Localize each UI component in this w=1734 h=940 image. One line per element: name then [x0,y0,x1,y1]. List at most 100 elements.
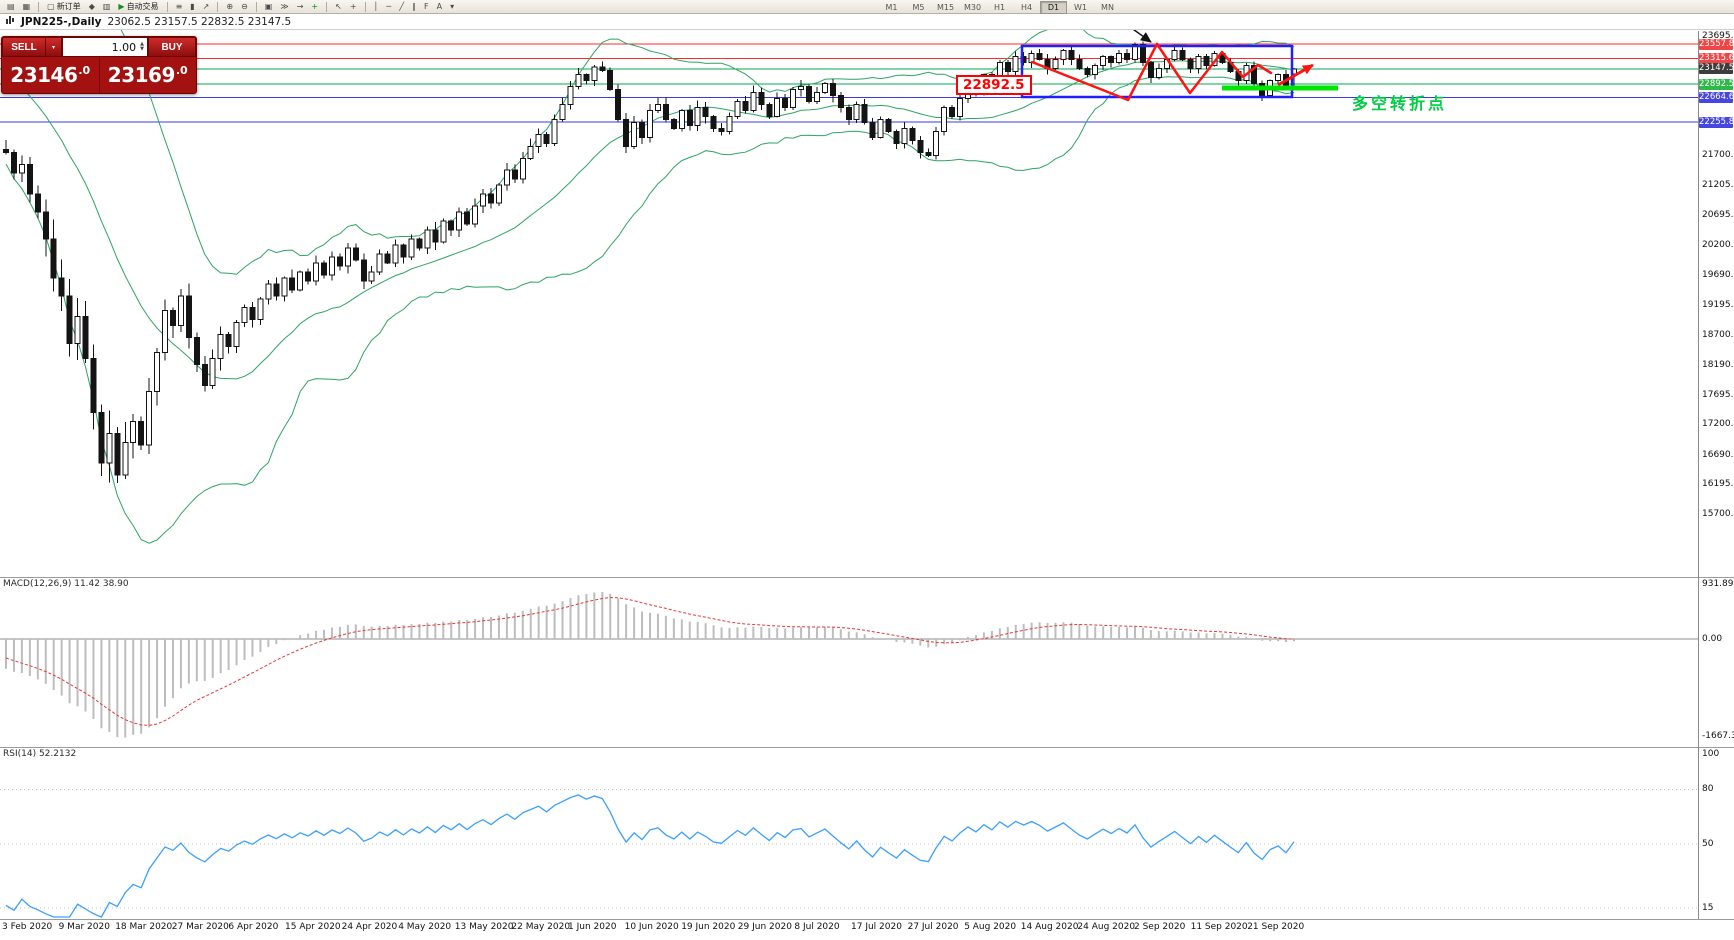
zoom-out-button[interactable]: ⊖ [237,0,252,14]
price-tick: 21205.0 [1702,179,1734,190]
toolbar-separator [255,1,257,12]
macd-signal-line [5,596,1295,726]
chart-profiles-button[interactable]: ▦ [19,0,35,14]
chart-shift-button[interactable]: → [293,0,308,14]
volume-down-icon[interactable]: ▼ [140,46,144,52]
chart-title-symbol: JPN225-,Daily [21,15,102,28]
toolbar-group: │ ─ ╱ ∥ F A ▾ [370,1,459,13]
vertical-line-button[interactable]: │ [370,0,383,14]
buy-price[interactable]: 23169 .0 [100,57,197,93]
timeframe-w1[interactable]: W1 [1074,3,1087,12]
rsi-tick: 80 [1702,784,1714,795]
horizontal-price-lines [0,43,1698,123]
date-label: 24 Apr 2020 [341,922,398,932]
date-label: 3 Feb 2020 [2,922,53,932]
autotrading-icon: ▶ [118,1,125,11]
trendline-button[interactable]: ╱ [395,0,408,14]
date-label: 4 May 2020 [398,922,452,932]
date-label: 8 Jul 2020 [794,922,840,932]
rsi-indicator-label: RSI(14) 52.2132 [3,749,77,759]
timeframe-m1[interactable]: M1 [885,3,898,12]
horizontal-line-icon: ─ [386,1,392,11]
price-tag: 22664.6 [1699,92,1734,104]
date-label: 14 Aug 2020 [1020,922,1079,932]
red-arrow-annotation [1277,63,1314,87]
new-order-label: 新订单 [56,2,81,11]
indicators-icon: + [311,1,319,11]
buy-button[interactable]: BUY [148,37,196,57]
tile-windows-button[interactable]: ▣ [261,0,277,14]
timeframe-m15[interactable]: M15 [936,3,955,12]
chart-shift-icon: → [296,1,304,11]
dropdown-icon: ▾ [52,44,56,51]
line-chart-button[interactable]: ↗ [199,0,214,14]
toolbar-group: ▢ 新订单 ◆ ▥ ▶ 自动交易 [43,1,162,13]
price-callout-label[interactable]: 22892.5 [956,75,1032,95]
text-icon: A [436,1,443,11]
sell-price[interactable]: 23146 .0 [2,57,100,93]
date-label: 10 Jun 2020 [624,922,679,932]
horizontal-line-button[interactable]: ─ [382,0,395,14]
volume-field[interactable]: 1.00 ▲ ▼ [62,37,148,57]
date-label: 18 Mar 2020 [115,922,173,932]
new-chart-button[interactable]: ▤ [3,0,19,14]
equidistant-channel-button[interactable]: ∥ [408,0,420,14]
new-order-button[interactable]: ▢ 新订单 [43,0,85,14]
timeframe-h4[interactable]: H4 [1020,3,1033,12]
price-tag: 23315.6 [1699,53,1734,65]
toolbar-separator [364,1,366,12]
chart-titlebar: JPN225-,Daily 23062.5 23157.5 22832.5 23… [0,14,1734,30]
volume-up-icon[interactable]: ▲ [140,41,144,47]
one-click-trading-panel: SELL ▾ 1.00 ▲ ▼ BUY 23146 .0 23169 .0 [1,36,197,94]
timeframe-m5[interactable]: M5 [912,3,925,12]
cursor-icon: ↖ [335,1,342,11]
price-tick: 19195.0 [1702,300,1734,311]
sell-price-main: 23146 [10,63,78,87]
tile-windows-icon: ▣ [264,1,273,11]
rsi-tick: 100 [1702,749,1720,759]
fibonacci-icon: F [424,1,429,11]
data-window-button[interactable]: ▥ [99,0,115,14]
arrows-button[interactable]: ▾ [446,0,458,14]
autotrading-button[interactable]: ▶ 自动交易 [114,0,162,14]
timeframe-h1[interactable]: H1 [993,3,1006,12]
price-tag: 22255.8 [1699,116,1734,128]
toolbar-separator [326,1,328,12]
candlestick-chart-button[interactable]: ▮ [186,0,198,14]
timeframe-mn[interactable]: MN [1101,3,1114,12]
trade-options-dropdown[interactable]: ▾ [46,37,63,57]
indicators-button[interactable]: + [307,0,322,14]
macd-tick: -1667.31 [1702,731,1734,741]
toolbar-separator [38,1,40,12]
data-window-icon: ▥ [102,1,111,11]
auto-scroll-button[interactable]: ≫ [276,0,292,14]
price-tag: 23557.8 [1699,38,1734,50]
toolbar-group: ▤ ▦ [3,1,34,13]
volume-spinner[interactable]: ▲ ▼ [140,42,144,52]
date-label: 27 Jul 2020 [907,922,959,932]
sell-button[interactable]: SELL [2,37,46,57]
date-label: 15 Apr 2020 [285,922,341,932]
crosshair-button[interactable]: + [346,0,361,14]
date-label: 27 Mar 2020 [171,922,229,932]
bar-chart-icon: ≡ [175,1,183,11]
date-label: 17 Jul 2020 [851,922,902,932]
new-order-icon: ▢ [47,1,55,11]
text-button[interactable]: A [433,0,446,14]
date-label: 13 May 2020 [454,922,514,932]
cursor-button[interactable]: ↖ [331,0,346,14]
price-tick: 17695.0 [1702,389,1734,400]
timeframe-d1[interactable]: D1 [1040,1,1067,14]
zoom-in-button[interactable]: ⊕ [222,0,237,14]
sell-price-pips: .0 [78,64,91,77]
turning-point-note[interactable]: 多空转折点 [1352,94,1448,113]
price-tick: 15700.0 [1702,509,1734,519]
bar-chart-button[interactable]: ≡ [172,0,187,14]
trade-panel-controls: SELL ▾ 1.00 ▲ ▼ BUY [2,37,196,57]
main-toolbar: ▤ ▦ ▢ 新订单 ◆ ▥ ▶ 自动交易 ≡ ▮ ↗ ⊕ ⊖ ▣ ≫ → + ↖ + │ ─ ╱ ∥ F A ▾ M1 M5 M15 M3… [0,0,1734,14]
timeframe-m30[interactable]: M30 [963,3,982,12]
fibonacci-button[interactable]: F [420,0,433,14]
market-watch-button[interactable]: ◆ [85,0,99,14]
toolbar-group: ▣ ≫ → + [261,1,322,13]
